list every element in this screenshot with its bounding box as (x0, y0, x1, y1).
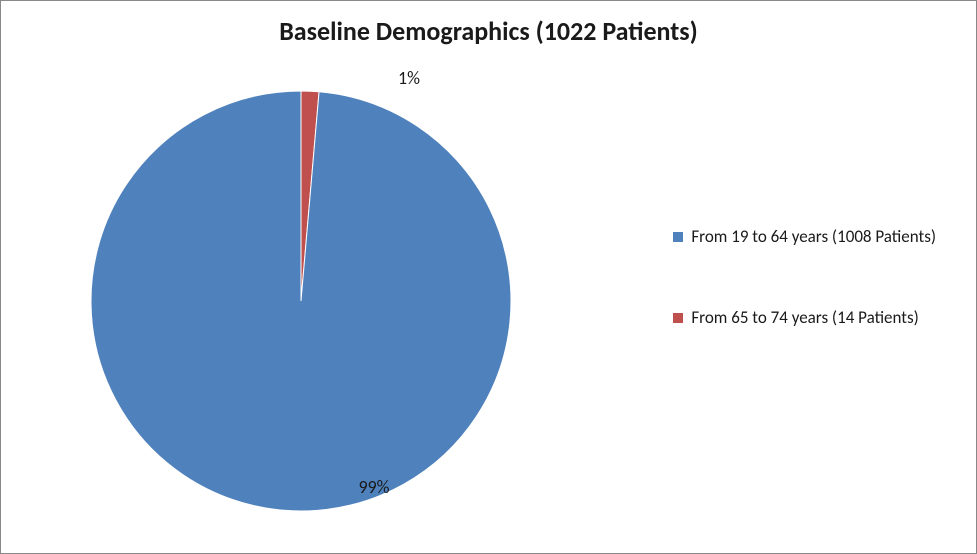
pie-slice (91, 91, 511, 511)
legend: From 19 to 64 years (1008 Patients) From… (673, 1, 936, 553)
pie-area: 99% 1% (91, 91, 511, 511)
data-label-1: 1% (398, 67, 420, 89)
pie-svg (91, 91, 511, 511)
data-label-99: 99% (358, 476, 389, 498)
legend-swatch-0 (673, 232, 683, 242)
legend-item-1: From 65 to 74 years (14 Patients) (673, 307, 936, 328)
legend-swatch-1 (673, 313, 683, 323)
legend-item-0: From 19 to 64 years (1008 Patients) (673, 226, 936, 247)
chart-container: Baseline Demographics (1022 Patients) 99… (0, 0, 977, 554)
pie-slices (91, 91, 511, 511)
legend-label-0: From 19 to 64 years (1008 Patients) (691, 226, 936, 247)
legend-label-1: From 65 to 74 years (14 Patients) (691, 307, 918, 328)
